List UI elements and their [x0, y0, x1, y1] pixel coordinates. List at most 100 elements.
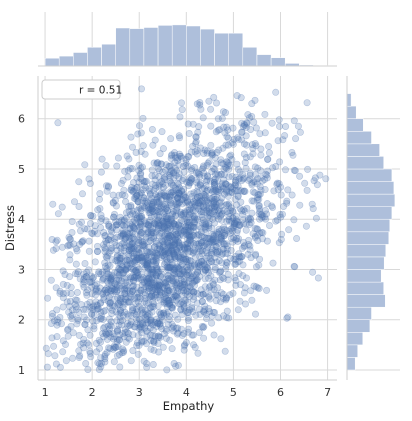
scatter-point: [172, 274, 180, 282]
scatter-point: [150, 198, 158, 206]
scatter-point: [137, 218, 145, 226]
scatter-point: [143, 340, 151, 348]
scatter-point: [109, 302, 117, 310]
scatter-point: [186, 234, 194, 242]
scatter-point: [152, 220, 160, 228]
scatter-point: [75, 331, 83, 339]
scatter-point: [199, 114, 207, 122]
scatter-point: [178, 106, 186, 114]
scatter-point: [208, 204, 216, 212]
scatter-point: [201, 194, 209, 202]
scatter-point: [203, 186, 211, 194]
scatter-point: [171, 292, 179, 300]
scatter-point: [87, 272, 95, 280]
scatter-point: [52, 284, 60, 292]
scatter-point: [154, 286, 162, 294]
scatter-point: [152, 259, 160, 267]
scatter-point: [166, 168, 174, 176]
scatter-point: [198, 232, 206, 240]
scatter-point: [118, 277, 126, 285]
scatter-point: [158, 236, 166, 244]
right-hist-bar: [346, 269, 382, 283]
scatter-point: [208, 150, 216, 158]
scatter-point: [144, 248, 152, 256]
scatter-point: [192, 138, 200, 146]
scatter-point: [175, 221, 183, 229]
scatter-point: [156, 208, 164, 216]
scatter-point: [165, 312, 173, 320]
scatter-point: [245, 236, 253, 244]
scatter-point: [196, 207, 204, 215]
scatter-point: [260, 213, 268, 221]
scatter-point: [180, 346, 188, 354]
scatter-point: [120, 348, 128, 356]
scatter-point: [163, 217, 171, 225]
scatter-point: [111, 288, 119, 296]
scatter-point: [162, 325, 170, 333]
scatter-point: [176, 231, 184, 239]
scatter-point: [136, 218, 144, 226]
scatter-point: [263, 174, 271, 182]
scatter-point: [178, 325, 186, 333]
scatter-point: [192, 253, 200, 261]
scatter-point: [144, 268, 152, 276]
scatter-point: [140, 217, 148, 225]
scatter-point: [134, 183, 142, 191]
scatter-point: [204, 159, 212, 167]
scatter-point: [149, 249, 157, 257]
scatter-point: [50, 317, 58, 325]
scatter-point: [189, 249, 197, 257]
scatter-point: [200, 150, 208, 158]
scatter-point: [135, 204, 143, 212]
scatter-point: [135, 249, 143, 257]
top-hist-bar: [171, 24, 187, 67]
scatter-point: [223, 200, 231, 208]
scatter-point: [96, 360, 104, 368]
scatter-point: [113, 335, 121, 343]
scatter-point: [189, 142, 197, 150]
scatter-point: [97, 168, 105, 176]
right-hist-bar: [346, 306, 372, 320]
right-marginal-histogram: [346, 76, 396, 380]
scatter-point: [156, 245, 164, 253]
scatter-point: [202, 202, 210, 210]
scatter-point: [257, 145, 265, 153]
scatter-point: [170, 323, 178, 331]
scatter-point: [92, 291, 100, 299]
scatter-point: [244, 250, 252, 258]
scatter-point: [79, 339, 87, 347]
scatter-point: [56, 287, 64, 295]
scatter-point: [67, 322, 75, 330]
scatter-point: [213, 211, 221, 219]
scatter-point: [200, 204, 208, 212]
scatter-point: [93, 301, 101, 309]
scatter-point: [252, 310, 260, 318]
scatter-point: [156, 279, 164, 287]
scatter-point: [113, 317, 121, 325]
scatter-point: [59, 267, 67, 275]
scatter-point: [222, 158, 230, 166]
scatter-point: [229, 214, 237, 222]
scatter-point: [144, 199, 152, 207]
scatter-point: [155, 198, 163, 206]
scatter-point: [162, 195, 170, 203]
scatter-point: [51, 352, 59, 360]
scatter-point: [116, 297, 124, 305]
scatter-point: [150, 233, 158, 241]
scatter-point: [256, 255, 264, 263]
scatter-point: [248, 141, 256, 149]
scatter-point: [180, 175, 188, 183]
scatter-point: [166, 222, 174, 230]
scatter-point: [138, 85, 146, 93]
scatter-point: [126, 273, 134, 281]
scatter-point: [140, 254, 148, 262]
scatter-point: [93, 230, 101, 238]
scatter-point: [201, 289, 209, 297]
scatter-point: [201, 283, 209, 291]
scatter-point: [184, 298, 192, 306]
scatter-point: [184, 240, 192, 248]
scatter-point: [175, 199, 183, 207]
scatter-point: [227, 151, 235, 159]
scatter-point: [142, 225, 150, 233]
scatter-point: [199, 324, 207, 332]
